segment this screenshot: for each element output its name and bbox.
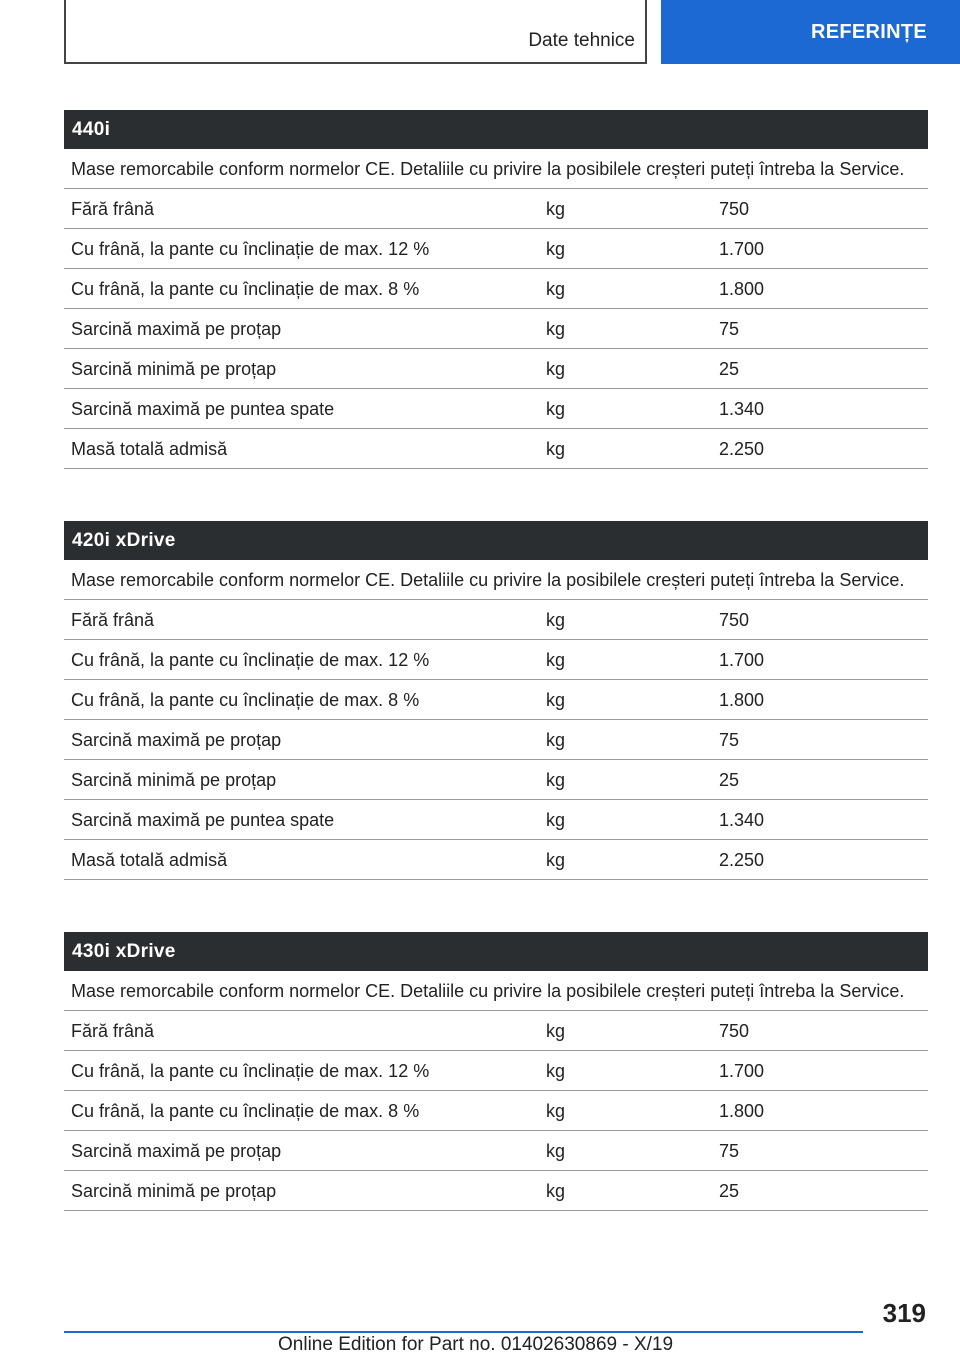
table-row: Sarcină maximă pe proțap kg 75 (64, 720, 928, 760)
row-label: Sarcină maximă pe proțap (71, 319, 282, 339)
row-value: 1.340 (719, 810, 765, 830)
row-value: 750 (719, 610, 750, 630)
row-value: 75 (719, 730, 740, 750)
row-value: 1.700 (719, 650, 765, 670)
row-label: Cu frână, la pante cu înclinație de max.… (71, 1101, 420, 1121)
row-value: 25 (719, 1181, 740, 1201)
row-value: 25 (719, 770, 740, 790)
row-value: 25 (719, 359, 740, 379)
table-row: Masă totală admisă kg 2.250 (64, 840, 928, 880)
row-unit: kg (546, 279, 566, 299)
footer-divider (64, 1331, 863, 1333)
row-unit: kg (546, 399, 566, 419)
row-value: 75 (719, 319, 740, 339)
chapter-tab[interactable]: REFERINȚE (661, 0, 960, 64)
row-label: Sarcină maximă pe puntea spate (71, 810, 335, 830)
table-row: Fără frână kg 750 (64, 1011, 928, 1051)
row-unit: kg (546, 1061, 566, 1081)
row-unit: kg (546, 1141, 566, 1161)
table-row: Sarcină minimă pe proțap kg 25 (64, 760, 928, 800)
row-label: Cu frână, la pante cu înclinație de max.… (71, 650, 430, 670)
row-label: Masă totală admisă (71, 850, 228, 870)
row-value: 750 (719, 1021, 750, 1041)
row-label: Sarcină maximă pe proțap (71, 1141, 282, 1161)
row-value: 1.700 (719, 239, 765, 259)
row-value: 1.700 (719, 1061, 765, 1081)
row-label: Sarcină minimă pe proțap (71, 1181, 277, 1201)
section-note: Mase remorcabile conform normelor CE. De… (64, 560, 928, 600)
row-unit: kg (546, 239, 566, 259)
row-value: 2.250 (719, 850, 765, 870)
row-unit: kg (546, 730, 566, 750)
row-value: 1.340 (719, 399, 765, 419)
row-unit: kg (546, 650, 566, 670)
row-label: Sarcină maximă pe puntea spate (71, 399, 335, 419)
row-unit: kg (546, 810, 566, 830)
footer-edition: Online Edition for Part no. 01402630869 … (278, 1334, 674, 1355)
row-unit: kg (546, 1181, 566, 1201)
table-row: Sarcină maximă pe puntea spate kg 1.340 (64, 389, 928, 429)
spec-section-420i-xdrive: 420i xDrive Mase remorcabile conform nor… (64, 521, 928, 880)
section-title: Date tehnice (528, 30, 635, 51)
section-note: Mase remorcabile conform normelor CE. De… (64, 149, 928, 189)
row-unit: kg (546, 770, 566, 790)
row-label: Cu frână, la pante cu înclinație de max.… (71, 279, 420, 299)
row-unit: kg (546, 850, 566, 870)
row-unit: kg (546, 1021, 566, 1041)
row-label: Sarcină minimă pe proțap (71, 359, 277, 379)
spec-section-440i: 440i Mase remorcabile conform normelor C… (64, 110, 928, 469)
table-row: Fără frână kg 750 (64, 600, 928, 640)
row-label: Cu frână, la pante cu înclinație de max.… (71, 1061, 430, 1081)
row-unit: kg (546, 319, 566, 339)
row-label: Fără frână (71, 610, 155, 630)
row-unit: kg (546, 1101, 566, 1121)
row-label: Fără frână (71, 199, 155, 219)
row-label: Cu frână, la pante cu înclinație de max.… (71, 239, 430, 259)
row-unit: kg (546, 439, 566, 459)
table-row: Cu frână, la pante cu înclinație de max.… (64, 269, 928, 309)
row-label: Cu frână, la pante cu înclinație de max.… (71, 690, 420, 710)
section-heading: 420i xDrive (64, 521, 928, 560)
row-value: 1.800 (719, 279, 765, 299)
row-value: 2.250 (719, 439, 765, 459)
table-row: Cu frână, la pante cu înclinație de max.… (64, 1091, 928, 1131)
table-row: Masă totală admisă kg 2.250 (64, 429, 928, 469)
table-row: Sarcină maximă pe puntea spate kg 1.340 (64, 800, 928, 840)
table-row: Sarcină maximă pe proțap kg 75 (64, 1131, 928, 1171)
row-value: 1.800 (719, 1101, 765, 1121)
table-row: Cu frână, la pante cu înclinație de max.… (64, 680, 928, 720)
row-unit: kg (546, 359, 566, 379)
table-row: Cu frână, la pante cu înclinație de max.… (64, 1051, 928, 1091)
row-unit: kg (546, 199, 566, 219)
section-heading: 440i (64, 110, 928, 149)
row-label: Sarcină minimă pe proțap (71, 770, 277, 790)
page-number: 319 (882, 1298, 926, 1328)
table-row: Sarcină minimă pe proțap kg 25 (64, 1171, 928, 1211)
row-value: 1.800 (719, 690, 765, 710)
row-label: Fără frână (71, 1021, 155, 1041)
table-row: Fără frână kg 750 (64, 189, 928, 229)
table-row: Cu frână, la pante cu înclinație de max.… (64, 640, 928, 680)
table-row: Sarcină maximă pe proțap kg 75 (64, 309, 928, 349)
row-value: 75 (719, 1141, 740, 1161)
section-note: Mase remorcabile conform normelor CE. De… (64, 971, 928, 1011)
spec-section-430i-xdrive: 430i xDrive Mase remorcabile conform nor… (64, 932, 928, 1211)
row-unit: kg (546, 610, 566, 630)
row-unit: kg (546, 690, 566, 710)
row-label: Masă totală admisă (71, 439, 228, 459)
table-row: Sarcină minimă pe proțap kg 25 (64, 349, 928, 389)
header-frame (64, 0, 647, 64)
row-label: Sarcină maximă pe proțap (71, 730, 282, 750)
section-heading: 430i xDrive (64, 932, 928, 971)
row-value: 750 (719, 199, 750, 219)
table-row: Cu frână, la pante cu înclinație de max.… (64, 229, 928, 269)
